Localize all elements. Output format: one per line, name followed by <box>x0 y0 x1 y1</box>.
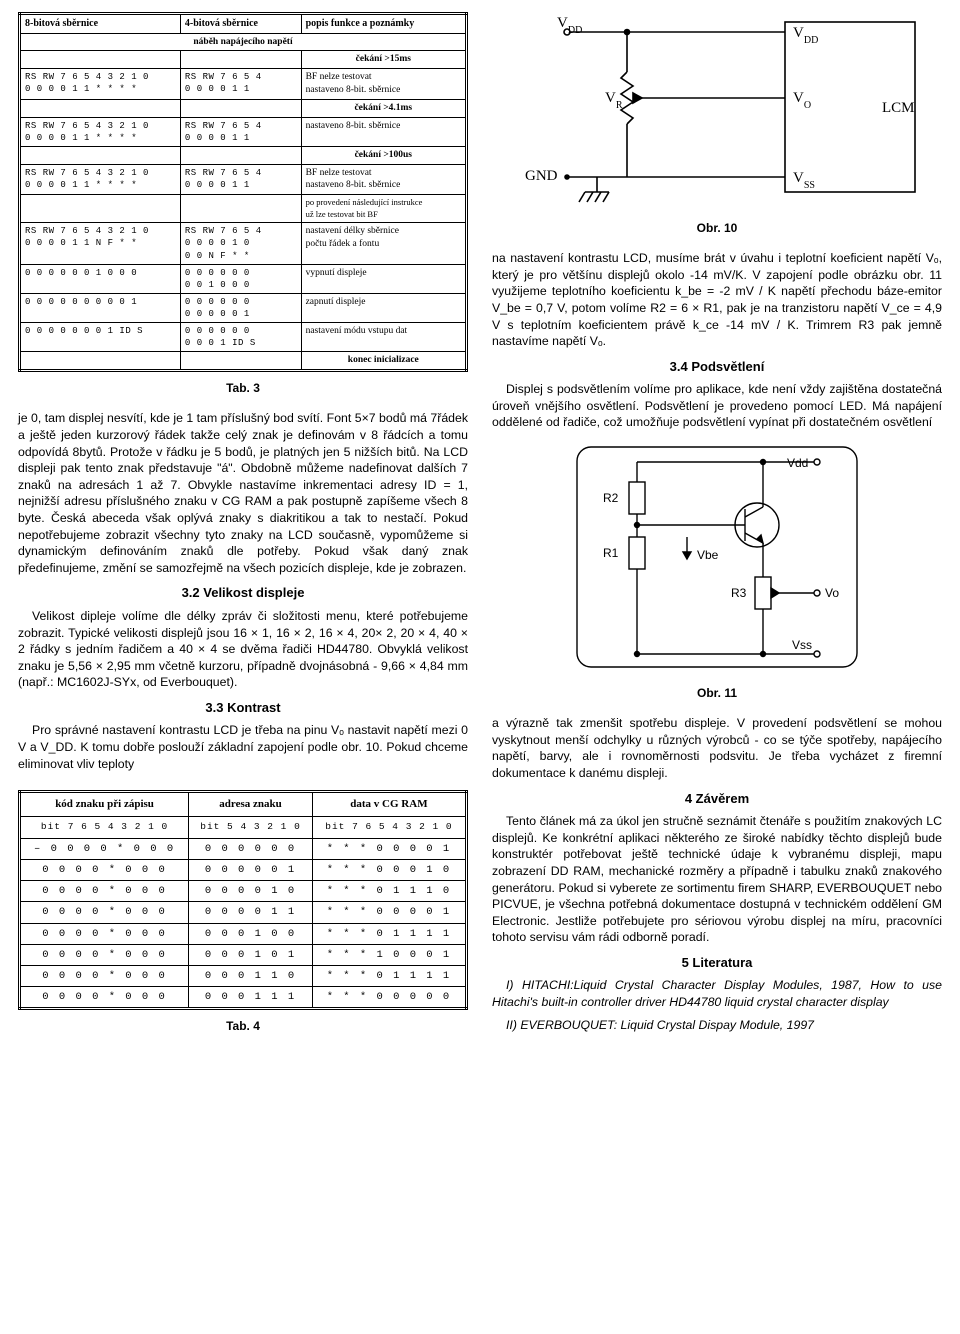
table3-row: čekání >15ms <box>20 51 467 69</box>
para-2: Velikost dipleje volíme dle délky zpráv … <box>18 608 468 691</box>
svg-text:VDD: VDD <box>557 15 582 36</box>
table3-row: 0 0 0 0 0 0 1 0 0 00 0 0 0 0 0 0 0 1 0 0… <box>20 264 467 293</box>
fig10-caption: Obr. 10 <box>492 220 942 236</box>
table3-row: konec inicializace <box>20 352 467 371</box>
heading-3-2: 3.2 Velikost displeje <box>18 584 468 602</box>
svg-text:VDD: VDD <box>793 25 818 46</box>
tab4-sh2: bit 5 4 3 2 1 0 <box>189 817 313 839</box>
table4-row: 0 0 0 0 * 0 0 00 0 0 1 0 0* * * 0 1 1 1 … <box>20 923 467 944</box>
table4-row: 0 0 0 0 * 0 0 00 0 0 0 1 0* * * 0 1 1 1 … <box>20 881 467 902</box>
heading-3-4: 3.4 Podsvětlení <box>492 358 942 376</box>
table3-row: čekání >4.1ms <box>20 99 467 117</box>
tab4-sh3: bit 7 6 5 4 3 2 1 0 <box>312 817 466 839</box>
figure-10-circuit: LCM VDD VDD VR VO <box>507 12 927 212</box>
fig11-caption: Obr. 11 <box>492 685 942 701</box>
svg-text:R2: R2 <box>603 491 619 505</box>
tab3-h3: popis funkce a poznámky <box>301 14 466 34</box>
svg-text:VSS: VSS <box>793 170 815 191</box>
table3-row: RS RW 7 6 5 4 3 2 1 0 0 0 0 0 1 1 * * * … <box>20 117 467 146</box>
para-r5: I) HITACHI:Liquid Crystal Character Disp… <box>492 977 942 1010</box>
table3-row: čekání >100us <box>20 146 467 164</box>
table3-row: RS RW 7 6 5 4 3 2 1 0 0 0 0 0 1 1 * * * … <box>20 164 467 195</box>
table4-row: 0 0 0 0 * 0 0 00 0 0 0 0 1* * * 0 0 0 1 … <box>20 860 467 881</box>
svg-text:R1: R1 <box>603 546 619 560</box>
tab4-h2: adresa znaku <box>189 792 313 817</box>
para-r4: Tento článek má za úkol jen stručně sezn… <box>492 813 942 946</box>
svg-text:LCM: LCM <box>882 100 915 116</box>
svg-text:Vo: Vo <box>825 586 839 600</box>
table3-row: 0 0 0 0 0 0 0 1 ID S0 0 0 0 0 0 0 0 0 1 … <box>20 323 467 352</box>
table4-row: – 0 0 0 0 * 0 0 00 0 0 0 0 0* * * 0 0 0 … <box>20 838 467 859</box>
svg-text:R3: R3 <box>731 586 747 600</box>
para-r2: Displej s podsvětlením volíme pro aplika… <box>492 381 942 431</box>
tab4-h1: kód znaku při zápisu <box>20 792 189 817</box>
table3-row: po provedení následující instrukce už lz… <box>20 195 467 223</box>
svg-text:Vdd: Vdd <box>787 456 808 470</box>
heading-4: 4 Závěrem <box>492 790 942 808</box>
tab4-caption: Tab. 4 <box>18 1018 468 1034</box>
svg-text:GND: GND <box>525 168 558 184</box>
tab3-h2: 4-bitová sběrnice <box>180 14 301 34</box>
figure-11-circuit: Vdd R2 R1 <box>557 437 877 677</box>
para-3: Pro správné nastavení kontrastu LCD je t… <box>18 722 468 772</box>
table4-row: 0 0 0 0 * 0 0 00 0 0 0 1 1* * * 0 0 0 0 … <box>20 902 467 923</box>
tab3-h1: 8-bitová sběrnice <box>20 14 181 34</box>
svg-text:VR: VR <box>605 90 623 111</box>
table3-row: 0 0 0 0 0 0 0 0 0 10 0 0 0 0 0 0 0 0 0 0… <box>20 293 467 322</box>
table4-row: 0 0 0 0 * 0 0 00 0 0 1 1 1* * * 0 0 0 0 … <box>20 987 467 1009</box>
heading-5: 5 Literatura <box>492 954 942 972</box>
para-r1: na nastavení kontrastu LCD, musíme brát … <box>492 250 942 350</box>
table-4-cgram: kód znaku při zápisu adresa znaku data v… <box>18 790 468 1010</box>
heading-3-3: 3.3 Kontrast <box>18 699 468 717</box>
table-3-init: 8-bitová sběrnice 4-bitová sběrnice popi… <box>18 12 468 372</box>
tab4-sh1: bit 7 6 5 4 3 2 1 0 <box>20 817 189 839</box>
table3-row: náběh napájecího napětí <box>20 33 467 51</box>
svg-text:VO: VO <box>793 90 811 111</box>
table4-row: 0 0 0 0 * 0 0 00 0 0 1 0 1* * * 1 0 0 0 … <box>20 944 467 965</box>
svg-text:Vbe: Vbe <box>697 548 719 562</box>
para-r3: a výrazně tak zmenšit spotřebu displeje.… <box>492 715 942 781</box>
para-r6: II) EVERBOUQUET: Liquid Crystal Dispay M… <box>492 1017 942 1034</box>
table3-row: RS RW 7 6 5 4 3 2 1 0 0 0 0 0 1 1 * * * … <box>20 69 467 100</box>
tab3-caption: Tab. 3 <box>18 380 468 396</box>
table3-row: RS RW 7 6 5 4 3 2 1 0 0 0 0 0 1 1 N F * … <box>20 223 467 264</box>
tab4-h3: data v CG RAM <box>312 792 466 817</box>
svg-text:Vss: Vss <box>792 638 812 652</box>
para-1: je 0, tam displej nesvítí, kde je 1 tam … <box>18 410 468 576</box>
table4-row: 0 0 0 0 * 0 0 00 0 0 1 1 0* * * 0 1 1 1 … <box>20 965 467 986</box>
